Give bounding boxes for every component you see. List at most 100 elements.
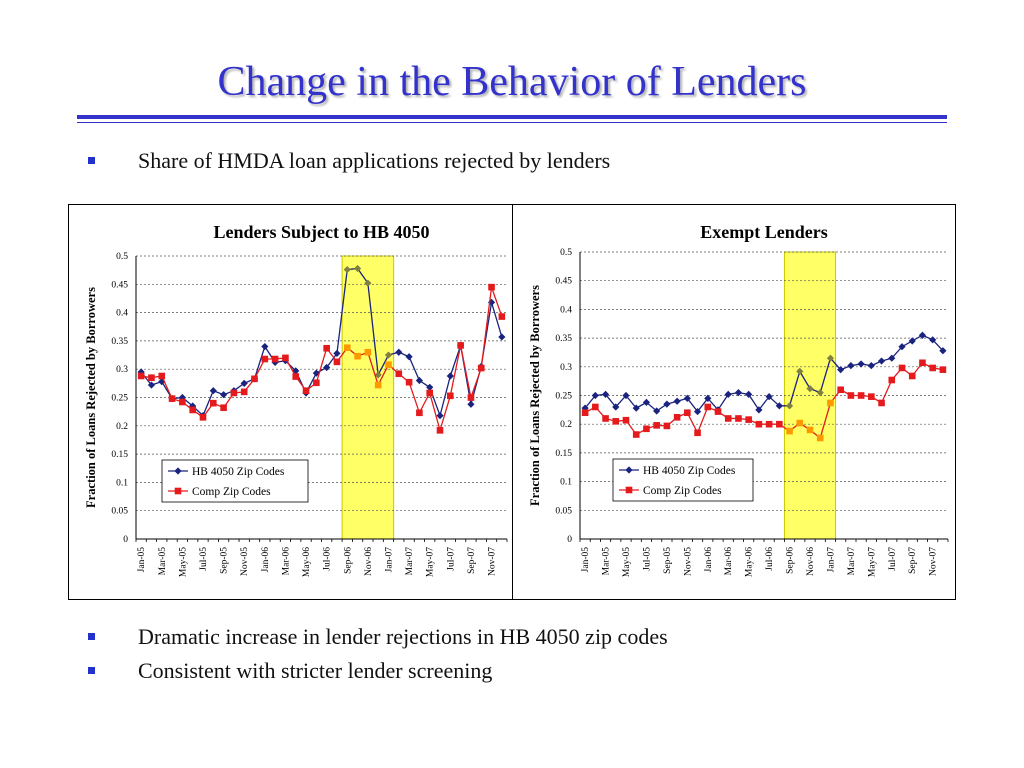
data-point — [857, 392, 865, 399]
data-point — [837, 366, 845, 374]
data-point — [498, 313, 506, 320]
data-point — [939, 347, 947, 355]
data-point — [467, 400, 475, 408]
data-point — [426, 383, 434, 391]
x-tick-label: Jul-07 — [446, 547, 456, 571]
chart-title: Exempt Lenders — [700, 222, 828, 242]
data-point — [158, 372, 166, 380]
x-tick-label: Nov-07 — [929, 547, 939, 576]
data-point — [704, 403, 712, 411]
x-tick-label: Jan-06 — [704, 547, 714, 573]
x-tick-label: Sep-05 — [220, 547, 230, 574]
bullet-text: Dramatic increase in lender rejections i… — [138, 624, 668, 649]
x-tick-label: May-05 — [178, 547, 188, 577]
data-point — [939, 366, 947, 373]
x-tick-label: Mar-07 — [847, 547, 857, 576]
x-tick-label: Jul-06 — [765, 547, 775, 571]
legend-marker — [625, 486, 633, 494]
data-point — [653, 422, 660, 429]
x-tick-label: Jan-07 — [384, 547, 394, 573]
y-tick-label: 0.1 — [560, 478, 572, 488]
data-point — [581, 409, 589, 417]
x-tick-label: Sep-07 — [467, 547, 477, 574]
x-tick-label: May-05 — [622, 547, 632, 577]
x-tick-label: Nov-05 — [240, 547, 250, 576]
data-point — [663, 400, 671, 408]
data-point — [220, 404, 227, 411]
legend-label: HB 4050 Zip Codes — [192, 466, 285, 478]
data-point — [816, 389, 824, 397]
data-point — [446, 372, 454, 380]
data-point — [755, 420, 763, 428]
data-point — [426, 389, 434, 397]
legend-marker — [625, 466, 633, 474]
data-point — [261, 342, 269, 351]
data-point — [663, 422, 671, 430]
data-point — [908, 337, 916, 345]
data-point — [786, 427, 793, 435]
data-point — [612, 418, 620, 425]
data-point — [385, 361, 392, 368]
y-tick-label: 0.3 — [116, 365, 128, 375]
legend-box — [612, 458, 754, 502]
data-point — [591, 391, 599, 400]
data-point — [467, 394, 475, 401]
y-tick-label: 0.5 — [560, 248, 572, 258]
data-point — [209, 399, 217, 407]
x-tick-label: Nov-06 — [364, 547, 374, 576]
data-point — [735, 415, 742, 422]
data-point — [282, 354, 289, 362]
data-point — [898, 364, 906, 372]
data-point — [857, 360, 865, 368]
data-point — [868, 393, 875, 400]
data-point — [415, 376, 424, 385]
y-tick-label: 0.5 — [116, 252, 128, 262]
data-point — [498, 333, 506, 341]
data-point — [724, 390, 732, 398]
data-point — [673, 397, 681, 405]
legend-marker — [174, 487, 182, 495]
chart-exempt-lenders: Exempt Lenders Fraction of Loans Rejected… — [528, 222, 949, 577]
slide-title: Change in the Behavior of Lenders — [217, 59, 807, 105]
data-point — [888, 376, 896, 384]
data-point — [343, 265, 351, 274]
bullet-square-icon — [88, 667, 95, 674]
data-point — [806, 385, 814, 393]
data-point — [878, 399, 885, 407]
y-tick-label: 0.2 — [560, 420, 572, 430]
x-tick-label: Jan-05 — [137, 547, 147, 573]
y-tick-label: 0.35 — [555, 334, 572, 344]
y-tick-label: 0.15 — [111, 450, 128, 460]
data-point — [168, 395, 176, 402]
data-point — [765, 420, 773, 428]
x-tick-label: Sep-06 — [786, 547, 796, 574]
data-point — [806, 426, 814, 434]
data-point — [354, 352, 361, 360]
x-tick-label: Jul-05 — [199, 547, 209, 571]
data-point — [816, 434, 824, 442]
data-point — [592, 403, 599, 411]
data-point — [796, 367, 804, 375]
x-tick-label: May-07 — [867, 547, 877, 577]
data-point — [622, 391, 630, 400]
x-tick-label: Mar-07 — [405, 547, 415, 576]
data-point — [643, 425, 650, 433]
data-point — [673, 414, 681, 421]
data-point — [837, 386, 844, 394]
data-point — [847, 362, 855, 370]
data-point — [745, 390, 753, 398]
title-underline-thick — [77, 115, 947, 119]
data-point — [724, 415, 732, 422]
legend-marker — [174, 467, 182, 475]
data-point — [416, 409, 423, 417]
data-point — [888, 354, 896, 362]
data-point — [189, 406, 196, 414]
legend-label: Comp Zip Codes — [643, 485, 722, 497]
bullet-square-icon — [88, 633, 95, 640]
data-point — [796, 419, 804, 427]
bullet-square-icon — [88, 157, 95, 164]
x-tick-label: Jul-07 — [888, 547, 898, 571]
data-point — [179, 398, 186, 406]
y-tick-label: 0.45 — [555, 277, 572, 287]
data-point — [919, 359, 926, 367]
